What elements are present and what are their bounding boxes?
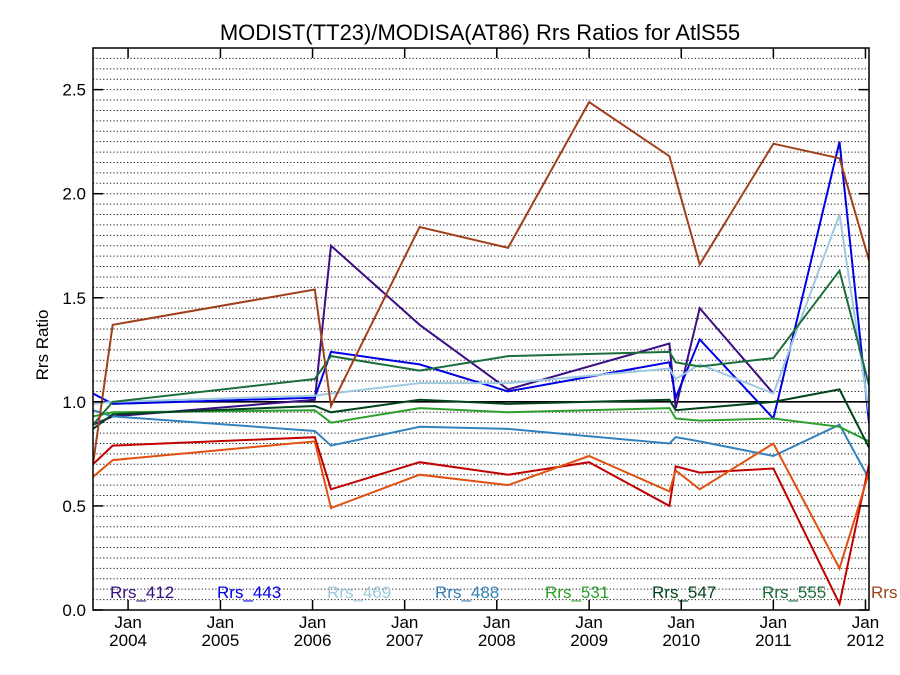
x-tick-month: Jan (575, 613, 602, 632)
x-tick-month: Jan (760, 613, 787, 632)
x-tick-year: 2008 (478, 631, 516, 650)
chart-title: MODIST(TT23)/MODISA(AT86) Rrs Ratios for… (220, 20, 740, 45)
x-tick-year: 2010 (662, 631, 700, 650)
plot-frame (92, 47, 870, 611)
legend-item-rrs-469: Rrs_469 (327, 583, 391, 602)
x-tick-year: 2007 (386, 631, 424, 650)
legend-item-rrs-547: Rrs_547 (652, 583, 716, 602)
x-tick-month: Jan (391, 613, 418, 632)
x-tick-year: 2004 (109, 631, 147, 650)
series-line-rrs-412 (93, 243, 775, 426)
series-line-rrs-678 (93, 436, 869, 607)
y-tick-label: 0.0 (62, 601, 86, 620)
legend-item-rrs-531: Rrs_531 (545, 583, 609, 602)
gridlines (93, 57, 869, 601)
y-tick-label: 2.0 (62, 185, 86, 204)
x-tick-year: 2005 (202, 631, 240, 650)
series-line-rrs-488 (93, 409, 869, 480)
series-line-rrs-469 (93, 214, 869, 413)
series-line-rrs-531 (93, 407, 869, 443)
x-tick-year: 2009 (570, 631, 608, 650)
x-tick-month: Jan (207, 613, 234, 632)
series-line-rrs-667 (93, 100, 869, 465)
y-tick-label: 1.5 (62, 289, 86, 308)
x-tick-month: Jan (668, 613, 695, 632)
legend-item-rrs: Rrs (871, 583, 897, 602)
series-line-rrs-443 (93, 141, 869, 423)
legend-item-rrs-488: Rrs_488 (435, 583, 499, 602)
y-tick-label: 0.5 (62, 497, 86, 516)
series-layer (93, 100, 869, 607)
legend-item-rrs-443: Rrs_443 (217, 583, 281, 602)
series-line-rrs-555 (93, 268, 869, 426)
legend-item-rrs-555: Rrs_555 (762, 583, 826, 602)
series-line-rrs-748 (93, 440, 869, 572)
y-tick-label: 2.5 (62, 81, 86, 100)
x-tick-month: Jan (852, 613, 879, 632)
x-tick-month: Jan (114, 613, 141, 632)
axes: 0.00.51.01.52.02.5Jan2004Jan2005Jan2006J… (62, 47, 885, 650)
x-tick-month: Jan (483, 613, 510, 632)
y-axis-label: Rrs Ratio (33, 310, 52, 381)
x-tick-year: 2012 (847, 631, 885, 650)
y-tick-label: 1.0 (62, 393, 86, 412)
legend-item-rrs-412: Rrs_412 (110, 583, 174, 602)
x-tick-year: 2006 (294, 631, 332, 650)
legend: Rrs_412 Rrs_443 Rrs_469 Rrs_488 Rrs_531 Rrs_5… (110, 583, 897, 602)
x-tick-month: Jan (299, 613, 326, 632)
series-line-rrs-547 (93, 388, 869, 449)
x-tick-year: 2011 (755, 631, 792, 650)
